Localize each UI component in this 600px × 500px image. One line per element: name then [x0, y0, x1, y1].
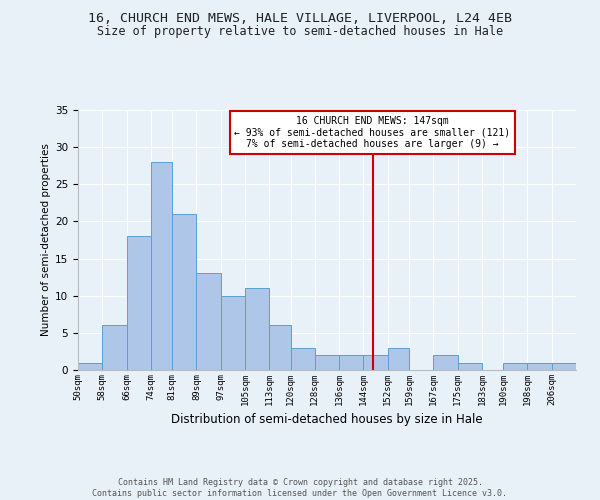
- Bar: [315, 355, 339, 370]
- Text: Contains HM Land Registry data © Crown copyright and database right 2025.
Contai: Contains HM Land Registry data © Crown c…: [92, 478, 508, 498]
- Bar: [527, 362, 552, 370]
- Bar: [503, 362, 527, 370]
- Bar: [245, 288, 269, 370]
- Bar: [221, 296, 245, 370]
- Text: 16 CHURCH END MEWS: 147sqm
← 93% of semi-detached houses are smaller (121)
7% of: 16 CHURCH END MEWS: 147sqm ← 93% of semi…: [235, 116, 511, 149]
- Bar: [339, 355, 364, 370]
- Bar: [269, 326, 290, 370]
- Bar: [458, 362, 482, 370]
- Bar: [290, 348, 315, 370]
- Bar: [196, 274, 221, 370]
- X-axis label: Distribution of semi-detached houses by size in Hale: Distribution of semi-detached houses by …: [171, 414, 483, 426]
- Y-axis label: Number of semi-detached properties: Number of semi-detached properties: [41, 144, 51, 336]
- Bar: [151, 162, 172, 370]
- Bar: [388, 348, 409, 370]
- Bar: [433, 355, 458, 370]
- Bar: [102, 326, 127, 370]
- Bar: [78, 362, 102, 370]
- Text: Size of property relative to semi-detached houses in Hale: Size of property relative to semi-detach…: [97, 25, 503, 38]
- Bar: [127, 236, 151, 370]
- Bar: [552, 362, 576, 370]
- Bar: [172, 214, 196, 370]
- Text: 16, CHURCH END MEWS, HALE VILLAGE, LIVERPOOL, L24 4EB: 16, CHURCH END MEWS, HALE VILLAGE, LIVER…: [88, 12, 512, 26]
- Bar: [364, 355, 388, 370]
